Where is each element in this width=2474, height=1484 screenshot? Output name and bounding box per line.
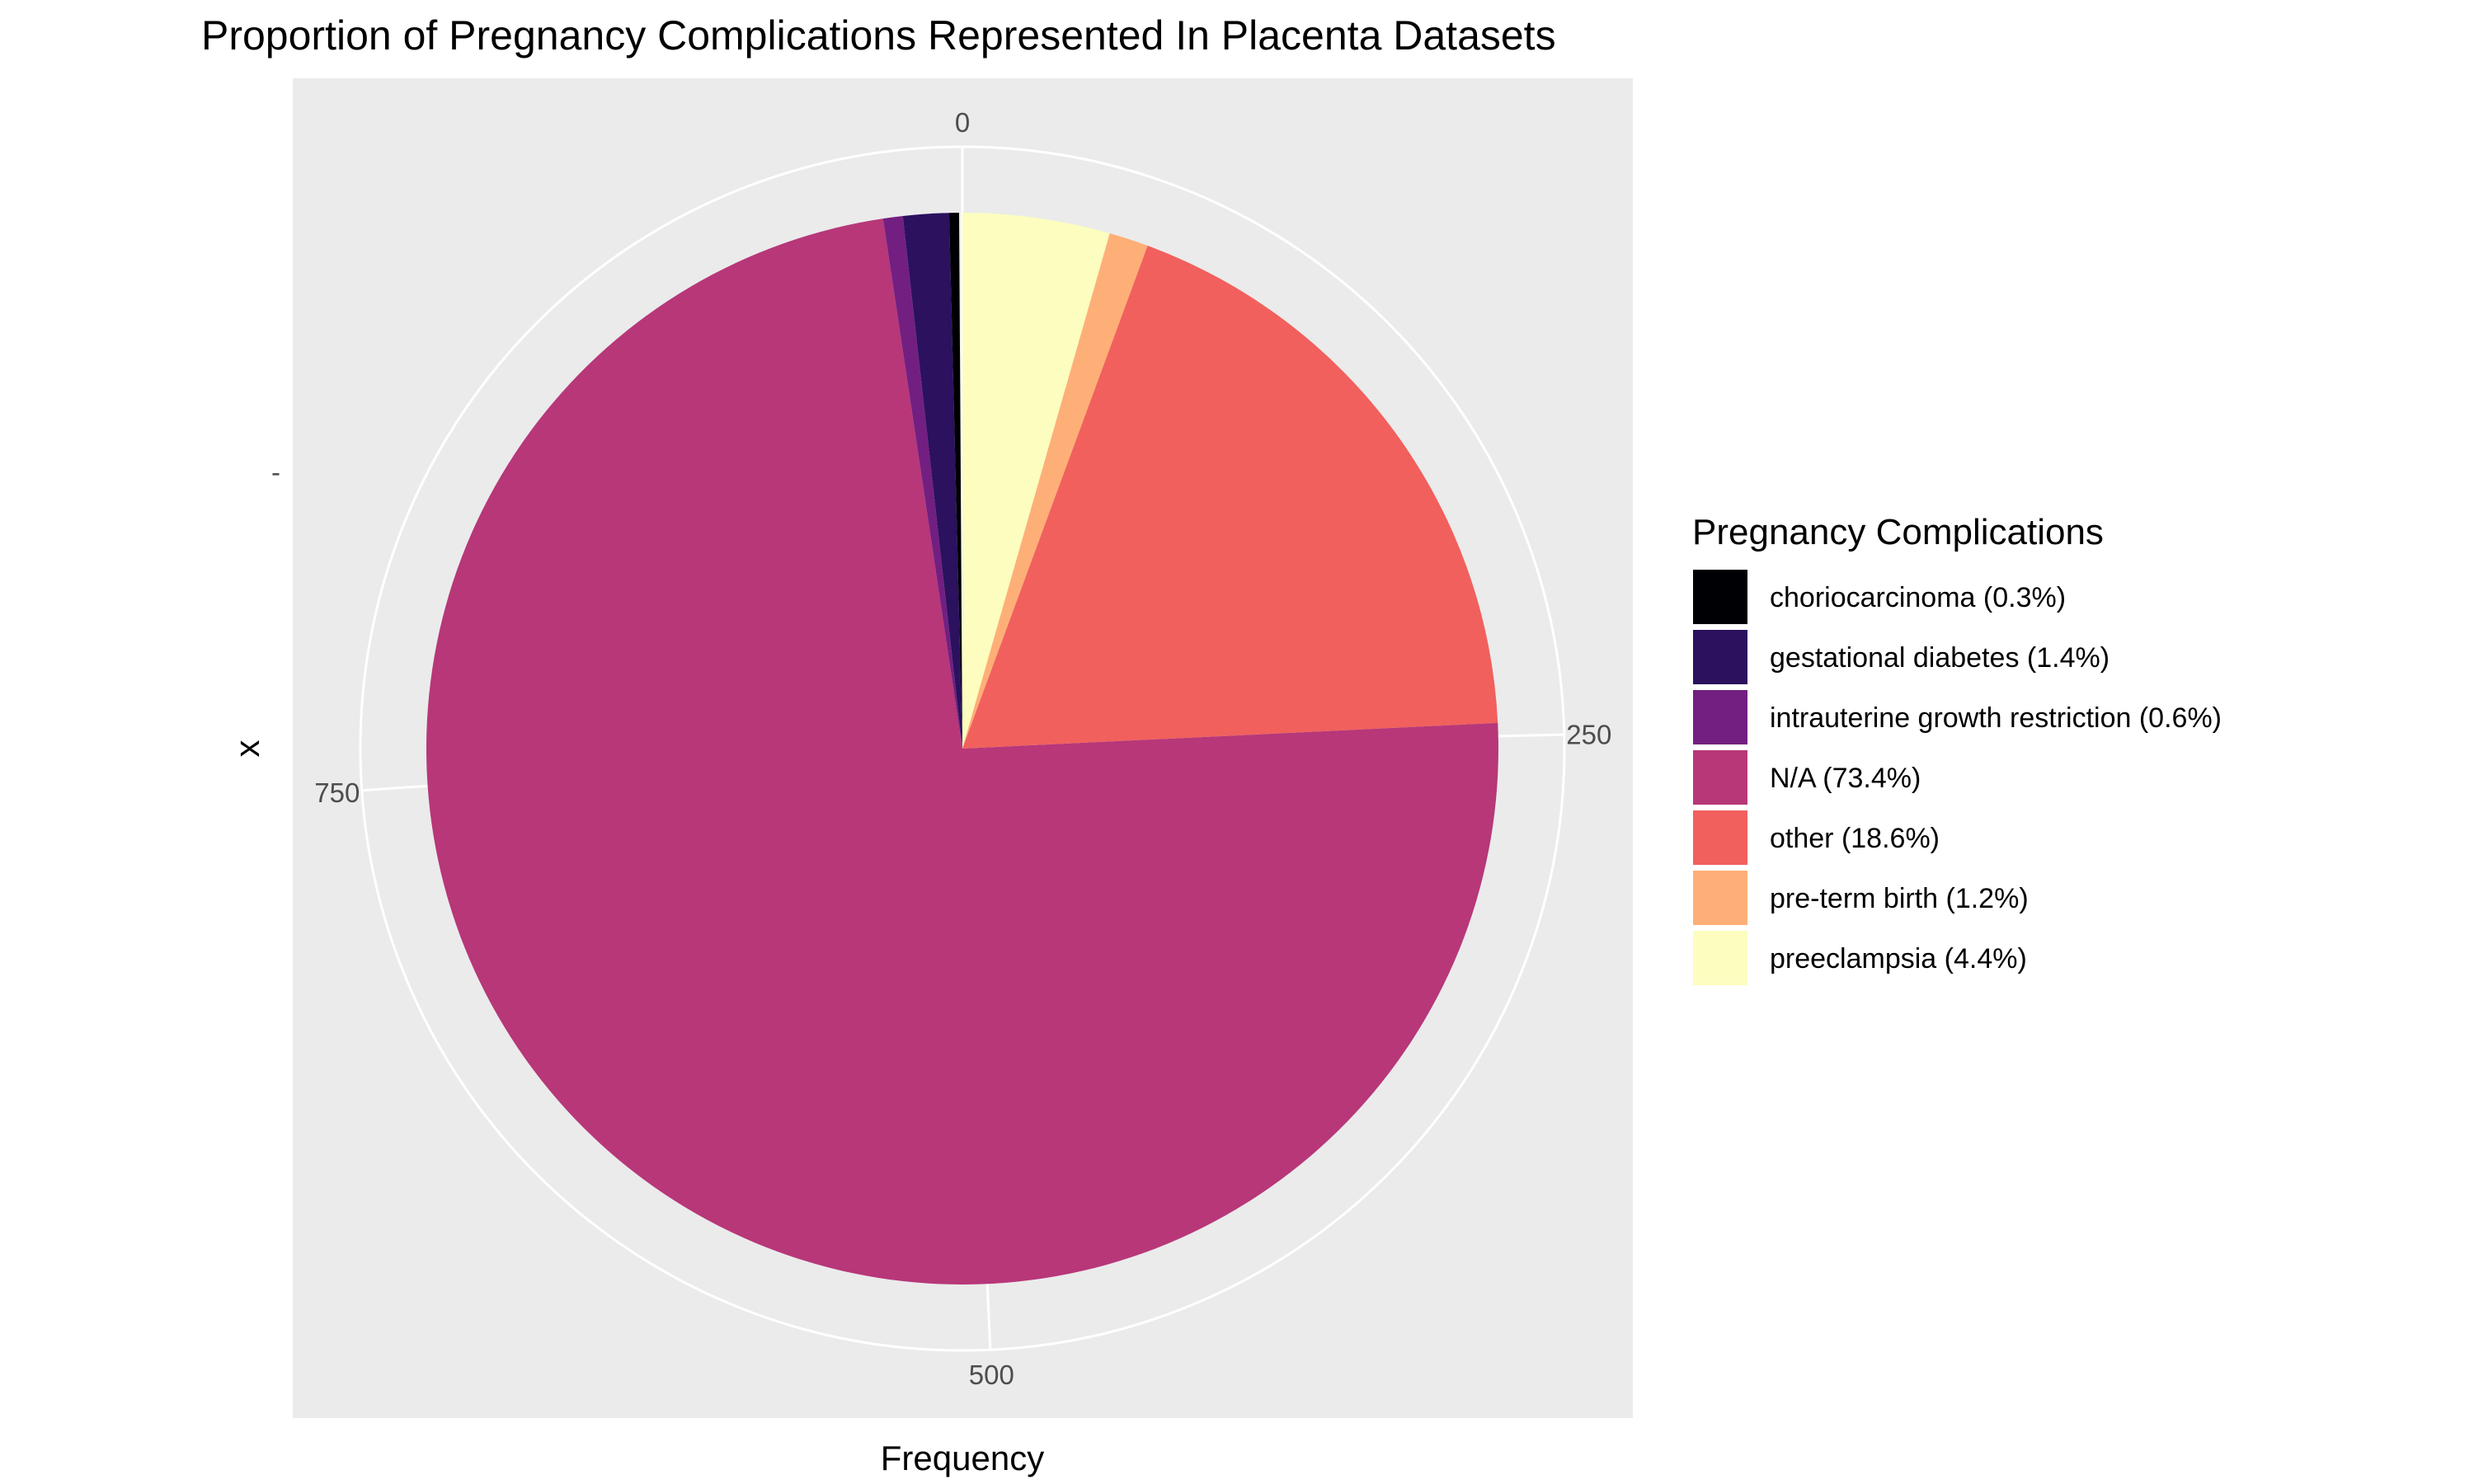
legend-key	[1691, 929, 1749, 987]
legend-label: other (18.6%)	[1770, 823, 1940, 854]
slice-preeclampsia	[962, 213, 1110, 749]
legend-label: gestational diabetes (1.4%)	[1770, 642, 2109, 674]
y-tick-label: -	[271, 457, 280, 487]
slice-pre-term-birth	[962, 233, 1148, 749]
theta-tick-label: 750	[314, 777, 360, 808]
legend-key	[1691, 568, 1749, 626]
theta-tick-label: 500	[969, 1360, 1014, 1390]
legend-key	[1691, 809, 1749, 866]
legend-title: Pregnancy Complications	[1692, 512, 2104, 552]
theta-tick-label: 0	[955, 107, 970, 138]
theta-tick-label: 250	[1566, 719, 1611, 749]
slice-gestational-diabetes	[902, 213, 962, 749]
chart-title: Proportion of Pregnancy Complications Re…	[201, 12, 1556, 59]
legend-label: intrauterine growth restriction (0.6%)	[1770, 702, 2222, 734]
x-axis-title: Frequency	[881, 1439, 1044, 1477]
slice-intrauterine-growth-restriction	[882, 216, 962, 749]
legend-label: preeclampsia (4.4%)	[1770, 943, 2027, 974]
slice-n-a	[426, 218, 1498, 1285]
legend-label: pre-term birth (1.2%)	[1770, 883, 2029, 914]
legend-label: N/A (73.4%)	[1770, 763, 1921, 794]
slice-other	[962, 246, 1498, 749]
legend-key	[1691, 869, 1749, 927]
legend-key	[1691, 628, 1749, 686]
legend: choriocarcinoma (0.3%) gestational diabet…	[1691, 568, 2222, 987]
legend-label: choriocarcinoma (0.3%)	[1770, 582, 2066, 613]
legend-key	[1691, 749, 1749, 806]
pie-slices	[426, 213, 1498, 1285]
slice-choriocarcinoma	[948, 213, 962, 749]
theta-tick-labels: 0 250 500 750	[314, 107, 1611, 1390]
legend-key	[1691, 688, 1749, 746]
y-axis-title: x	[228, 740, 266, 758]
